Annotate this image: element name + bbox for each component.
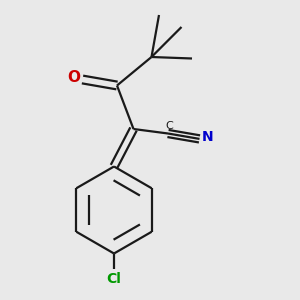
Text: Cl: Cl — [106, 272, 122, 286]
Text: N: N — [202, 130, 214, 144]
Text: C: C — [166, 121, 173, 131]
Text: O: O — [68, 70, 81, 85]
